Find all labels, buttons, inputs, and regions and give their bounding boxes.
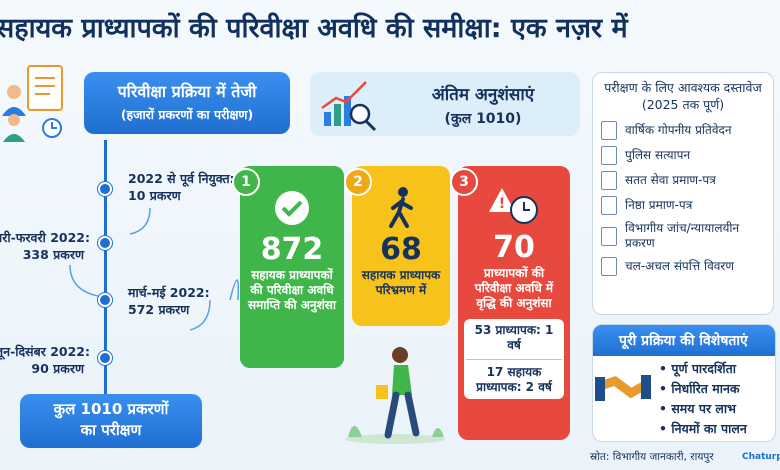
total-line: का परीक्षण xyxy=(80,421,142,439)
card-text: प्राध्यापकों की परिवीक्षा अवधि में वृद्ध… xyxy=(474,266,554,310)
timeline-item: 2022 से पूर्व नियुक्त: 10 प्रकरण xyxy=(128,170,235,204)
document-item: विभागीय जांच/न्यायालयीन प्रकरण xyxy=(601,221,765,251)
total-line: कुल 1010 प्रकरणों xyxy=(53,400,169,418)
features-title: पूरी प्रक्रिया की विशेषताएं xyxy=(593,325,775,356)
card-badge: 2 xyxy=(344,168,372,196)
feature-bullet: • xyxy=(659,361,672,376)
feature-text: नियमों का पालन xyxy=(671,421,747,436)
card-count: 70 xyxy=(493,230,535,265)
feature-item: • निर्धारित मानक xyxy=(659,379,747,399)
feature-bullet: • xyxy=(659,421,672,436)
card-text: सहायक प्राध्यापक परिभ्रमण में xyxy=(361,268,441,297)
svg-text:!: ! xyxy=(499,196,505,212)
total-box: कुल 1010 प्रकरणों का परीक्षण xyxy=(20,394,202,448)
feature-item: • पूर्ण पारदर्शिता xyxy=(659,359,747,379)
handshake-icon xyxy=(595,375,651,401)
feature-item: • नियमों का पालन xyxy=(659,419,747,439)
feature-bullet: • xyxy=(659,381,672,396)
document-item: पुलिस सत्यापन xyxy=(601,146,765,165)
documents-panel: परीक्षण के लिए आवश्यक दस्तावेज (2025 तक … xyxy=(592,72,774,315)
card-details: 53 प्राध्यापक: 1 वर्ष 17 सहायक प्राध्याप… xyxy=(464,319,564,399)
card-badge: 1 xyxy=(232,168,260,196)
timeline-arrows xyxy=(69,207,240,331)
document-item: निष्ठा प्रमाण-पत्र xyxy=(601,196,765,215)
card: 872 सहायक प्राध्यापकों की परिवीक्षा अवधि… xyxy=(240,166,344,368)
source: स्रोत: विभागीय जानकारी, रायपुर xyxy=(590,451,714,463)
process-subtitle: (हजारों प्रकरणों का परीक्षण) xyxy=(120,107,254,122)
timeline-cases: 338 प्रकरण xyxy=(22,247,84,262)
card-count: 68 xyxy=(380,232,422,267)
feature-text: समय पर लाभ xyxy=(671,401,736,416)
timeline-dot xyxy=(98,182,112,196)
timeline-item: जनवरी-फरवरी 2022: 338 प्रकरण xyxy=(0,229,90,263)
documents-title: परीक्षण के लिए आवश्यक दस्तावेज (2025 तक … xyxy=(604,80,762,112)
timeline-period: मार्च-मई 2022: xyxy=(128,285,210,300)
timeline-line xyxy=(104,140,107,395)
clock-icon: ! xyxy=(489,188,538,224)
documents-list: वार्षिक गोपनीय प्रतिवेदन पुलिस सत्यापन सतत… xyxy=(601,121,765,276)
chart-icon xyxy=(321,81,377,132)
features-list: • पूर्ण पारदर्शिता • निर्धारित मानक • समय … xyxy=(659,359,747,439)
timeline-cases: 90 प्रकरण xyxy=(31,361,84,376)
card-detail: 53 प्राध्यापक: 1 वर्ष xyxy=(466,323,562,360)
process-icon xyxy=(2,65,63,142)
recommendations-title: अंतिम अनुशंसाएं xyxy=(431,85,535,105)
document-icon xyxy=(601,171,617,190)
document-text: सतत सेवा प्रमाण-पत्र xyxy=(625,173,716,187)
feature-item: • समय पर लाभ xyxy=(659,399,747,419)
timeline-period: जनवरी-फरवरी 2022: xyxy=(0,230,90,245)
document-icon xyxy=(601,196,617,215)
document-item: वार्षिक गोपनीय प्रतिवेदन xyxy=(601,121,765,140)
brand: Chaturpost xyxy=(742,452,780,462)
recommendations-header: अंतिम अनुशंसाएं (कुल 1010) xyxy=(310,72,580,136)
recommendations-text: अंतिम अनुशंसाएं (कुल 1010) xyxy=(388,82,578,128)
timeline-dot xyxy=(98,293,112,307)
walker-illustration xyxy=(345,347,445,444)
document-icon xyxy=(601,121,617,140)
document-text: चल-अचल संपत्ति विवरण xyxy=(625,259,735,273)
check-icon xyxy=(275,191,309,225)
feature-text: पूर्ण पारदर्शिता xyxy=(671,361,737,376)
timeline-dot xyxy=(98,351,112,365)
timeline-period: जून-दिसंबर 2022: xyxy=(0,344,90,359)
feature-text: निर्धारित मानक xyxy=(671,381,740,396)
document-icon xyxy=(601,257,617,276)
document-text: वार्षिक गोपनीय प्रतिवेदन xyxy=(625,123,732,137)
document-icon xyxy=(601,146,617,165)
document-item: सतत सेवा प्रमाण-पत्र xyxy=(601,171,765,190)
timeline-cases: 572 प्रकरण xyxy=(128,302,190,317)
timeline-period: 2022 से पूर्व नियुक्त: xyxy=(128,171,235,186)
document-text: विभागीय जांच/न्यायालयीन प्रकरण xyxy=(625,221,740,250)
document-text: निष्ठा प्रमाण-पत्र xyxy=(625,198,693,212)
document-text: पुलिस सत्यापन xyxy=(625,148,691,162)
card-text: सहायक प्राध्यापकों की परिवीक्षा अवधि समा… xyxy=(248,268,336,312)
timeline-dot xyxy=(98,236,112,250)
document-item: चल-अचल संपत्ति विवरण xyxy=(601,257,765,276)
feature-bullet: • xyxy=(659,401,672,416)
timeline-item: जून-दिसंबर 2022: 90 प्रकरण xyxy=(0,343,90,377)
title: सहायक प्राध्यापकों की परिवीक्षा अवधि की … xyxy=(0,13,628,44)
card: 68 सहायक प्राध्यापक परिभ्रमण में xyxy=(352,166,450,326)
process-header: परिवीक्षा प्रक्रिया में तेजी (हजारों प्र… xyxy=(84,72,290,134)
timeline-item: मार्च-मई 2022: 572 प्रकरण xyxy=(128,284,210,318)
recommendations-subtitle: (कुल 1010) xyxy=(444,111,522,127)
document-icon xyxy=(601,226,617,246)
walk-icon xyxy=(389,187,413,228)
card-detail: 17 सहायक प्राध्यापक: 2 वर्ष xyxy=(476,365,552,394)
card: ! 70 प्राध्यापकों की परिवीक्षा अवधि में … xyxy=(458,166,570,440)
card-badge: 3 xyxy=(450,168,478,196)
features-panel: पूरी प्रक्रिया की विशेषताएं • पूर्ण पारद… xyxy=(592,324,776,442)
process-title: परिवीक्षा प्रक्रिया में तेजी xyxy=(117,82,257,101)
timeline-cases: 10 प्रकरण xyxy=(128,188,181,203)
card-count: 872 xyxy=(260,232,324,267)
